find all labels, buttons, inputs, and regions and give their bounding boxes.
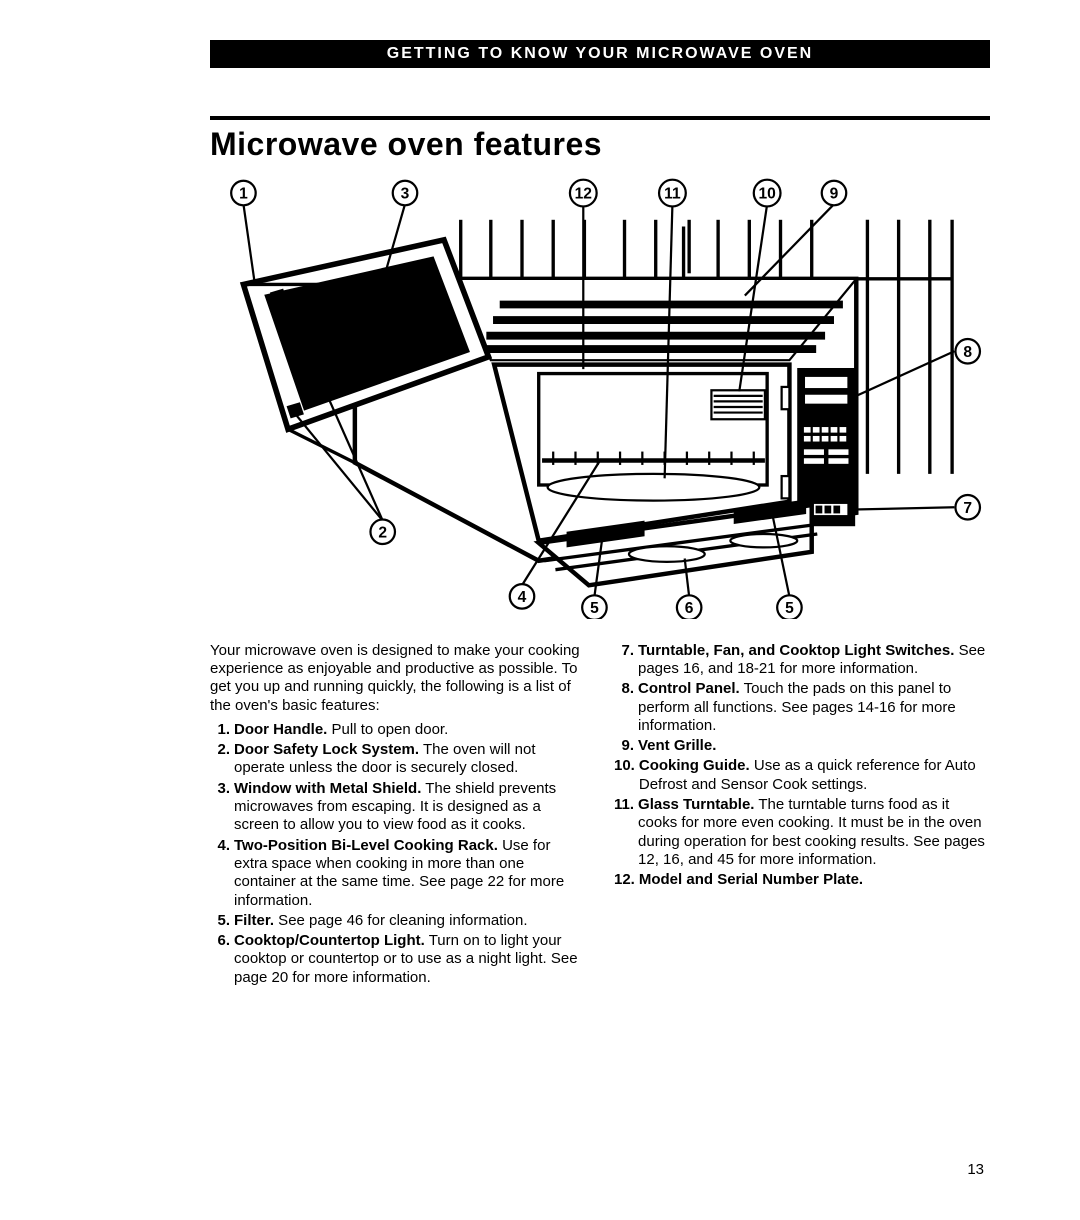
callout-5a: 5 — [582, 595, 607, 618]
feature-body: Glass Turntable. The turntable turns foo… — [638, 796, 990, 869]
svg-text:10: 10 — [758, 186, 776, 203]
svg-text:8: 8 — [963, 344, 972, 361]
feature-title: Vent Grille. — [638, 737, 716, 754]
feature-item: 11.Glass Turntable. The turntable turns … — [614, 796, 990, 869]
feature-body: Cooktop/Countertop Light. Turn on to lig… — [234, 932, 586, 987]
svg-text:2: 2 — [378, 524, 387, 541]
feature-body: Door Safety Lock System. The oven will n… — [234, 741, 586, 778]
feature-title: Cooking Guide. — [639, 757, 750, 774]
left-column: Your microwave oven is designed to make … — [210, 642, 586, 989]
page-title: Microwave oven features — [210, 126, 990, 163]
feature-title: Glass Turntable. — [638, 796, 754, 813]
feature-number: 1. — [210, 721, 234, 739]
feature-body: Model and Serial Number Plate. — [639, 871, 990, 889]
svg-text:7: 7 — [963, 500, 972, 517]
feature-body: Door Handle. Pull to open door. — [234, 721, 586, 739]
svg-text:11: 11 — [664, 186, 681, 203]
microwave-diagram: 1 3 12 11 10 9 8 7 2 4 5 6 5 — [210, 173, 990, 624]
feature-title: Door Handle. — [234, 721, 327, 738]
feature-number: 4. — [210, 837, 234, 910]
svg-text:5: 5 — [785, 600, 794, 617]
feature-item: 1.Door Handle. Pull to open door. — [210, 721, 586, 739]
callout-11: 11 — [659, 180, 686, 207]
svg-text:3: 3 — [401, 186, 410, 203]
feature-body: Cooking Guide. Use as a quick reference … — [639, 757, 990, 794]
feature-desc: See page 46 for cleaning information. — [274, 912, 528, 929]
feature-number: 8. — [614, 680, 638, 735]
right-column: 7.Turntable, Fan, and Cooktop Light Swit… — [614, 642, 990, 989]
callout-2: 2 — [370, 520, 395, 545]
svg-text:1: 1 — [239, 186, 248, 203]
feature-number: 9. — [614, 737, 638, 755]
callout-3: 3 — [393, 181, 418, 206]
feature-title: Filter. — [234, 912, 274, 929]
callout-6: 6 — [677, 595, 702, 618]
feature-desc: Pull to open door. — [327, 721, 448, 738]
callout-12: 12 — [570, 180, 597, 207]
feature-body: Control Panel. Touch the pads on this pa… — [638, 680, 990, 735]
feature-item: 3.Window with Metal Shield. The shield p… — [210, 780, 586, 835]
feature-title: Window with Metal Shield. — [234, 780, 421, 797]
feature-item: 9.Vent Grille. — [614, 737, 990, 755]
feature-title: Door Safety Lock System. — [234, 741, 419, 758]
callout-5b: 5 — [777, 595, 802, 618]
feature-body: Vent Grille. — [638, 737, 990, 755]
svg-text:6: 6 — [685, 600, 694, 617]
features-list-left: 1.Door Handle. Pull to open door.2.Door … — [210, 721, 586, 987]
feature-title: Model and Serial Number Plate. — [639, 871, 863, 888]
svg-text:4: 4 — [518, 589, 527, 606]
feature-number: 3. — [210, 780, 234, 835]
feature-title: Turntable, Fan, and Cooktop Light Switch… — [638, 642, 954, 659]
feature-body: Two-Position Bi-Level Cooking Rack. Use … — [234, 837, 586, 910]
feature-item: 2.Door Safety Lock System. The oven will… — [210, 741, 586, 778]
page-number: 13 — [967, 1161, 984, 1178]
features-list-right: 7.Turntable, Fan, and Cooktop Light Swit… — [614, 642, 990, 890]
feature-title: Control Panel. — [638, 680, 740, 697]
feature-title: Two-Position Bi-Level Cooking Rack. — [234, 837, 498, 854]
intro-paragraph: Your microwave oven is designed to make … — [210, 642, 586, 715]
feature-number: 10. — [614, 757, 639, 794]
feature-title: Cooktop/Countertop Light. — [234, 932, 425, 949]
feature-item: 5.Filter. See page 46 for cleaning infor… — [210, 912, 586, 930]
callout-4: 4 — [510, 584, 535, 609]
feature-item: 4.Two-Position Bi-Level Cooking Rack. Us… — [210, 837, 586, 910]
svg-text:9: 9 — [830, 186, 839, 203]
feature-columns: Your microwave oven is designed to make … — [210, 642, 990, 989]
title-rule — [210, 116, 990, 120]
feature-number: 5. — [210, 912, 234, 930]
feature-body: Turntable, Fan, and Cooktop Light Switch… — [638, 642, 990, 679]
feature-item: 7.Turntable, Fan, and Cooktop Light Swit… — [614, 642, 990, 679]
callout-7: 7 — [955, 495, 980, 520]
feature-item: 6.Cooktop/Countertop Light. Turn on to l… — [210, 932, 586, 987]
feature-number: 12. — [614, 871, 639, 889]
feature-number: 6. — [210, 932, 234, 987]
callout-1: 1 — [231, 181, 256, 206]
feature-number: 7. — [614, 642, 638, 679]
feature-body: Window with Metal Shield. The shield pre… — [234, 780, 586, 835]
feature-number: 11. — [614, 796, 638, 869]
feature-item: 10.Cooking Guide. Use as a quick referen… — [614, 757, 990, 794]
feature-item: 12.Model and Serial Number Plate. — [614, 871, 990, 889]
svg-text:12: 12 — [575, 186, 593, 203]
feature-body: Filter. See page 46 for cleaning informa… — [234, 912, 586, 930]
callout-10: 10 — [754, 180, 781, 207]
feature-item: 8.Control Panel. Touch the pads on this … — [614, 680, 990, 735]
section-header-bar: GETTING TO KNOW YOUR MICROWAVE OVEN — [210, 40, 990, 68]
callout-9: 9 — [822, 181, 847, 206]
feature-number: 2. — [210, 741, 234, 778]
callout-8: 8 — [955, 339, 980, 364]
svg-text:5: 5 — [590, 600, 599, 617]
